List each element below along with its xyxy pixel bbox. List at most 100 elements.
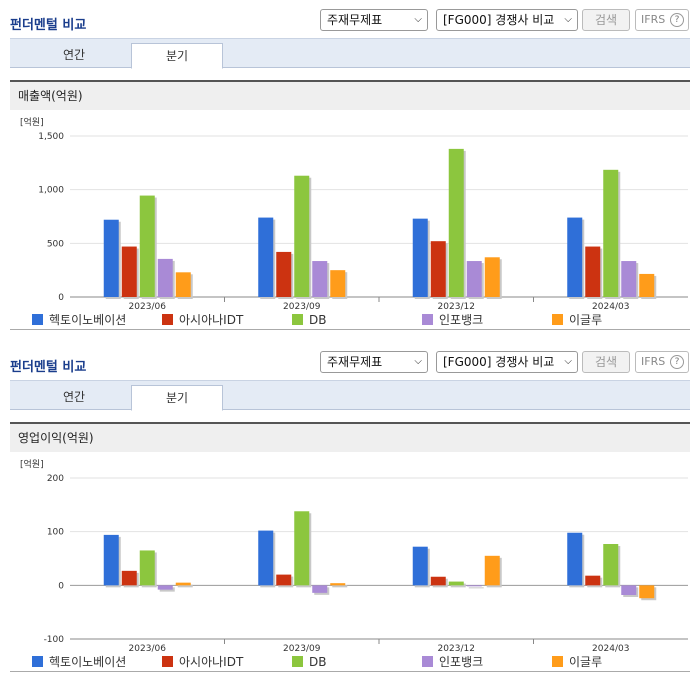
bar-헥토이노베이션 [258, 217, 274, 297]
bar-이글루 [330, 583, 346, 586]
chart-legend: 헥토이노베이션 아시아나IDT DB 인포뱅크 이글루 [10, 654, 690, 672]
legend-item[interactable]: 이글루 [552, 654, 602, 670]
bar-헥토이노베이션 [567, 217, 583, 297]
legend-swatch [292, 656, 303, 667]
legend-swatch [32, 314, 43, 325]
legend-item[interactable]: 인포뱅크 [422, 654, 483, 670]
bar-DB [139, 550, 155, 586]
bar-헥토이노베이션 [567, 532, 583, 586]
legend-label: 아시아나IDT [179, 313, 244, 327]
y-tick-label: 1,500 [38, 132, 64, 142]
bar-이글루 [639, 273, 655, 297]
bar-이글루 [175, 272, 191, 297]
compare-value: [FG000] 경쟁사 비교 [443, 355, 555, 369]
bar-아시아나IDT [585, 246, 601, 297]
bar-DB [448, 581, 464, 586]
tab-quarterly[interactable]: 분기 [131, 43, 223, 69]
report-type-value: 주재무제표 [327, 13, 383, 27]
legend-label: 인포뱅크 [439, 313, 484, 327]
bar-헥토이노베이션 [412, 218, 428, 297]
legend-label: DB [309, 313, 327, 327]
x-tick-label: 2023/12 [438, 644, 475, 654]
question-icon: ? [670, 355, 684, 369]
bar-DB [294, 511, 310, 586]
chevron-down-icon: ⌵ [564, 14, 572, 25]
legend-label: DB [309, 655, 327, 669]
chart-legend: 헥토이노베이션 아시아나IDT DB 인포뱅크 이글루 [10, 312, 690, 330]
bar-인포뱅크 [312, 585, 328, 593]
period-tabs: 연간 분기 [10, 38, 690, 69]
bar-shadow [468, 587, 484, 589]
bar-헥토이노베이션 [412, 546, 428, 586]
x-tick-label: 2023/09 [283, 644, 321, 654]
x-tick-label: 2023/12 [438, 302, 475, 312]
legend-label: 인포뱅크 [439, 655, 484, 669]
compare-select[interactable]: [FG000] 경쟁사 비교 ⌵ [436, 351, 578, 373]
compare-select[interactable]: [FG000] 경쟁사 비교 ⌵ [436, 9, 578, 31]
bar-아시아나IDT [121, 246, 137, 297]
legend-swatch [552, 656, 563, 667]
x-tick-label: 2023/06 [129, 302, 167, 312]
y-tick-label: 100 [47, 528, 64, 538]
legend-item[interactable]: 헥토이노베이션 [32, 654, 126, 670]
report-type-select[interactable]: 주재무제표 ⌵ [320, 351, 428, 373]
bar-헥토이노베이션 [103, 534, 119, 586]
report-type-select[interactable]: 주재무제표 ⌵ [320, 9, 428, 31]
legend-swatch [422, 656, 433, 667]
y-tick-label: 0 [58, 581, 64, 591]
panel-title: 펀더멘털 비교 [10, 18, 87, 33]
legend-item[interactable]: 이글루 [552, 312, 602, 328]
legend-item[interactable]: 헥토이노베이션 [32, 312, 126, 328]
bar-이글루 [484, 555, 500, 586]
compare-value: [FG000] 경쟁사 비교 [443, 13, 555, 27]
bar-DB [603, 544, 619, 586]
fundamental-panel-2: 펀더멘털 비교 주재무제표 ⌵ [FG000] 경쟁사 비교 ⌵ 검색 IFRS… [0, 342, 696, 684]
bar-이글루 [175, 582, 191, 586]
legend-item[interactable]: 인포뱅크 [422, 312, 483, 328]
bar-아시아나IDT [585, 575, 601, 586]
bar-DB [139, 195, 155, 297]
x-tick-label: 2024/03 [592, 644, 629, 654]
chevron-down-icon: ⌵ [414, 14, 422, 25]
x-tick-label: 2023/06 [129, 644, 167, 654]
tab-annual[interactable]: 연간 [62, 48, 86, 62]
chevron-down-icon: ⌵ [564, 356, 572, 367]
fundamental-panel-1: 펀더멘털 비교 주재무제표 ⌵ [FG000] 경쟁사 비교 ⌵ 검색 IFRS… [10, 9, 690, 330]
tab-quarterly[interactable]: 분기 [131, 385, 223, 411]
y-tick-label: 200 [47, 474, 64, 484]
bar-이글루 [639, 585, 655, 599]
legend-item[interactable]: DB [292, 312, 326, 328]
y-tick-label: 500 [47, 239, 64, 249]
period-tabs: 연간 분기 [10, 380, 690, 411]
legend-label: 헥토이노베이션 [49, 313, 127, 327]
revenue-bar-chart: [억원] 0 500 1,000 1,500 2023/06 2023/09 2023/12 2… [20, 116, 688, 312]
question-icon: ? [670, 13, 684, 27]
bar-헥토이노베이션 [258, 530, 274, 586]
bar-shadow [450, 583, 466, 588]
legend-swatch [422, 314, 433, 325]
y-tick-label: -100 [44, 635, 65, 645]
legend-item[interactable]: DB [292, 654, 326, 670]
tab-annual[interactable]: 연간 [62, 390, 86, 404]
search-button[interactable]: 검색 [582, 9, 630, 31]
bar-인포뱅크 [466, 585, 482, 587]
legend-label: 헥토이노베이션 [49, 655, 127, 669]
bar-인포뱅크 [621, 261, 637, 297]
legend-item[interactable]: 아시아나IDT [162, 312, 243, 328]
bar-인포뱅크 [466, 261, 482, 297]
legend-item[interactable]: 아시아나IDT [162, 654, 243, 670]
search-button[interactable]: 검색 [582, 351, 630, 373]
bar-DB [294, 175, 310, 297]
bar-인포뱅크 [157, 585, 173, 590]
ifrs-help-button[interactable]: IFRS ? [635, 351, 689, 373]
ifrs-help-button[interactable]: IFRS ? [635, 9, 689, 31]
unit-label: [억원] [20, 116, 44, 128]
bar-아시아나IDT [276, 251, 292, 297]
legend-label: 이글루 [569, 313, 603, 327]
bar-헥토이노베이션 [103, 219, 119, 297]
bar-아시아나IDT [430, 576, 446, 586]
bar-인포뱅크 [621, 585, 637, 595]
y-tick-label: 1,000 [38, 186, 64, 196]
bar-이글루 [484, 257, 500, 297]
bar-shadow [332, 585, 348, 588]
